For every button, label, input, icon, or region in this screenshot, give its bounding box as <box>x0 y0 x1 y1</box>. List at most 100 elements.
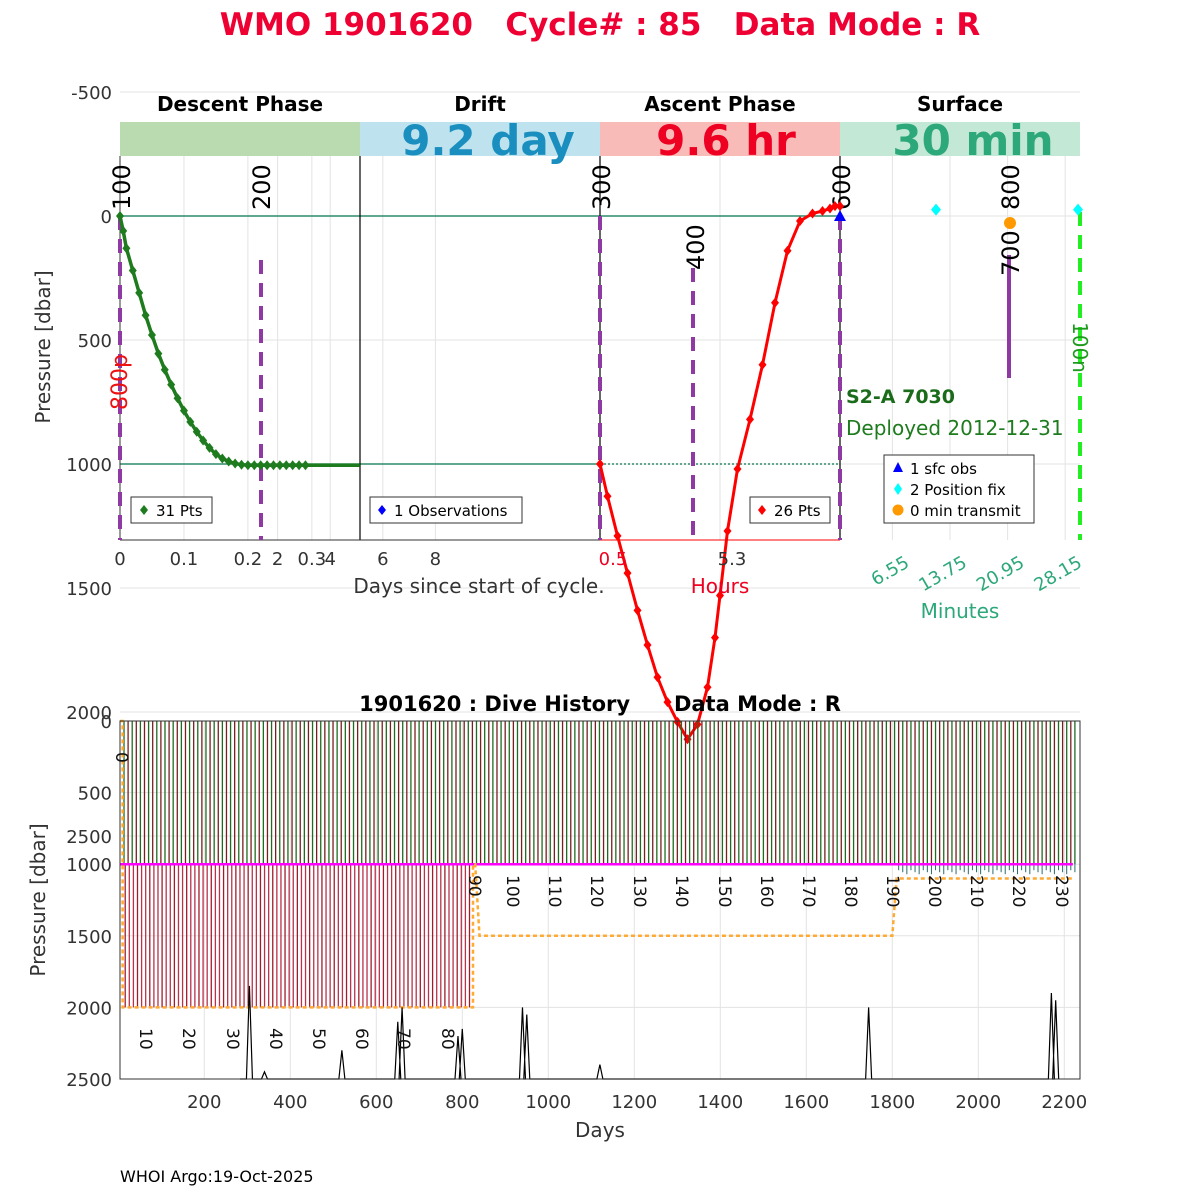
ascent-point <box>603 491 612 502</box>
surface-x-tick-label: 13.75 <box>915 552 970 596</box>
ascent-point <box>613 530 622 541</box>
history-x-tick-label: 1000 <box>525 1092 571 1113</box>
ascent-band <box>600 122 840 156</box>
history-x-tick-label: 800 <box>445 1092 479 1113</box>
surface-x-tick-label: 20.95 <box>973 552 1028 596</box>
ascent-legend-marker <box>758 505 766 515</box>
descent-points <box>116 211 310 471</box>
ascent-point <box>783 245 792 256</box>
descent-point <box>192 426 201 437</box>
cycle-label-high: 140 <box>671 875 691 907</box>
event-markers <box>118 216 842 540</box>
ascent-point <box>623 568 632 579</box>
float-id: S2-A 7030 <box>846 386 955 408</box>
ascent-point <box>796 215 804 226</box>
surface-legend-box <box>883 454 1035 524</box>
cycle-label-high: 100 <box>502 875 522 907</box>
descent-point <box>282 460 291 471</box>
profile-pressure-line <box>120 719 1073 1009</box>
cycle-label-high: 180 <box>840 875 860 907</box>
marker-label-200: 200 <box>248 164 276 210</box>
history-x-tick-label: 400 <box>273 1092 307 1113</box>
ascent-phase-header: Ascent Phase <box>644 92 795 116</box>
drift-legend-marker <box>378 505 386 515</box>
descent-point <box>224 456 233 467</box>
position-fix-legend-text: 2 Position fix <box>910 481 1006 499</box>
history-y-axis-label: Pressure [dbar] <box>26 823 50 976</box>
transmit-legend-marker <box>892 504 904 516</box>
cycle-label-high: 110 <box>544 875 564 907</box>
ascent-point <box>746 414 754 425</box>
cycle-label-low: 70 <box>393 1028 413 1050</box>
descent-legend-marker <box>140 505 148 515</box>
surface-band <box>840 122 1080 156</box>
drift-x-tick-label: 6 <box>377 549 388 570</box>
surface-phase-header: Surface <box>917 92 1003 116</box>
marker-label-800: 800 <box>997 164 1025 210</box>
top-y-tick-label: 2000 <box>66 703 112 724</box>
drift-x-tick-label: 4 <box>324 549 335 570</box>
cycle-label-high: 190 <box>882 875 902 907</box>
ascent-point <box>633 605 642 616</box>
history-x-axis-label: Days <box>575 1118 625 1142</box>
top-y-tick-label: -500 <box>71 83 112 104</box>
drift-legend-text: 1 Observations <box>394 502 508 520</box>
history-x-tick-label: 1600 <box>783 1092 829 1113</box>
side-label-800p: 800p <box>108 354 133 410</box>
history-y-tick-label: 0 <box>101 712 112 733</box>
cycle-label-low: 30 <box>222 1028 242 1050</box>
ascent-duration: 9.6 hr <box>656 116 796 165</box>
ascent-points <box>596 201 844 745</box>
cycle-label-low: 60 <box>351 1028 371 1050</box>
top-y-tick-label: 500 <box>78 331 112 352</box>
cycle-label-high: 220 <box>1008 875 1028 907</box>
descent-point <box>119 225 128 236</box>
descent-point <box>269 460 278 471</box>
ascent-point <box>596 459 604 469</box>
descent-point <box>160 364 169 375</box>
ascent-point <box>711 632 719 643</box>
descent-point <box>167 379 176 390</box>
descent-point <box>179 405 188 416</box>
drift-x-tick-label: 8 <box>430 549 441 570</box>
descent-legend-text: 31 Pts <box>156 502 203 520</box>
ascent-point <box>818 206 827 217</box>
history-y-tick-label: 500 <box>78 784 112 805</box>
top-y-tick-label: 1000 <box>66 455 112 476</box>
surface-points <box>834 203 1083 229</box>
drift-legend-box <box>369 496 523 524</box>
top-y-tick-label: 2500 <box>66 827 112 848</box>
ascent-point <box>771 297 779 308</box>
ascent-point <box>758 359 767 370</box>
history-x-tick-label: 1800 <box>869 1092 915 1113</box>
days-axis-label: Days since start of cycle. <box>353 574 604 598</box>
ascent-point <box>703 682 712 693</box>
descent-point <box>295 460 304 471</box>
history-cycle-labels: 10 20 30 40 50 60 70 80 90 100 110 120 130 140 150 160 1… <box>111 752 1071 1050</box>
history-x-tick-label: 200 <box>187 1092 221 1113</box>
ascent-point <box>808 208 817 219</box>
ascent-point <box>653 672 662 683</box>
transmit-legend-text: 0 min transmit <box>910 502 1021 520</box>
deployment-date: Deployed 2012-12-31 <box>846 416 1064 440</box>
top-y-axis-label: Pressure [dbar] <box>31 270 55 423</box>
drift-duration: 9.2 day <box>401 116 575 165</box>
history-y-ticks: 0 500 1000 1500 2000 2500 <box>66 712 112 1091</box>
history-x-tick-label: 1400 <box>697 1092 743 1113</box>
descent-point <box>154 348 163 359</box>
history-x-tick-label: 600 <box>359 1092 393 1113</box>
descent-point <box>116 211 124 221</box>
cycle-label-low: 80 <box>437 1028 457 1050</box>
history-x-ticks: 200 400 600 800 1000 1200 1400 1600 1800 2000 2200 <box>187 1092 1087 1113</box>
drift-phase-header: Drift <box>454 92 506 116</box>
descent-point <box>205 442 214 453</box>
sfc-obs-legend-marker <box>893 462 903 472</box>
descent-point <box>128 265 137 276</box>
cycle-label-high: 200 <box>924 875 944 907</box>
descent-point <box>288 460 297 471</box>
cycle-label-high: 90 <box>464 875 484 897</box>
ascent-point <box>643 640 652 651</box>
ascent-point <box>723 525 732 536</box>
descent-x-tick-label: 0.1 <box>170 549 199 570</box>
hours-axis-label: Hours <box>691 574 750 598</box>
